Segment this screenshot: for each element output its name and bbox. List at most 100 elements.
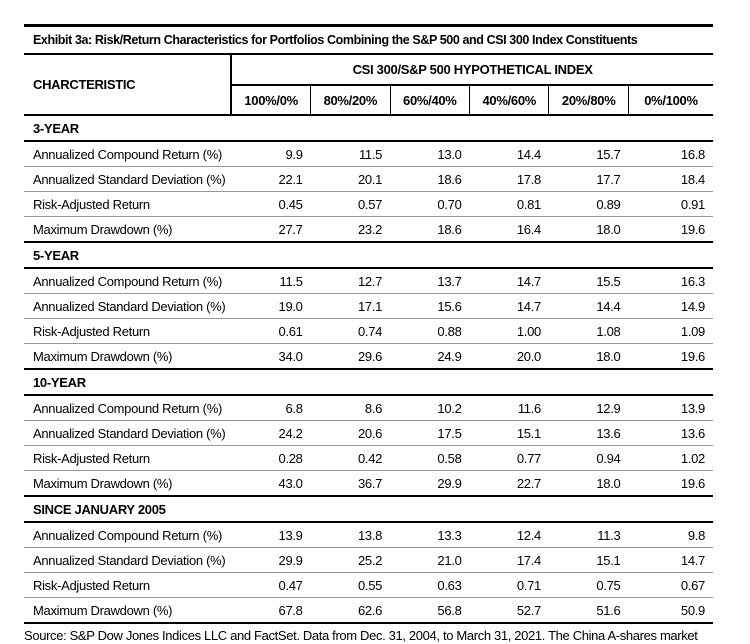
cell-value: 0.58	[390, 445, 470, 471]
cell-value: 0.42	[310, 445, 391, 471]
cell-value: 13.3	[390, 522, 470, 548]
cell-value: 17.4	[469, 547, 549, 573]
cell-value: 10.2	[390, 395, 470, 421]
cell-value: 6.8	[231, 395, 311, 421]
column-header: 60%/40%	[389, 85, 470, 116]
cell-value: 14.4	[548, 293, 629, 319]
cell-value: 1.00	[469, 318, 549, 344]
cell-value: 24.2	[231, 420, 311, 446]
cell-value: 21.0	[390, 547, 470, 573]
cell-value: 13.9	[231, 522, 311, 548]
cell-value: 14.7	[469, 268, 549, 294]
cell-value: 11.3	[548, 522, 629, 548]
table-row: Annualized Compound Return (%) 9.9 11.5 13.…	[24, 141, 713, 167]
column-header: 80%/20%	[310, 85, 391, 116]
cell-value: 18.0	[548, 216, 629, 243]
cell-value: 9.8	[628, 522, 713, 548]
cell-value: 50.9	[628, 597, 713, 624]
row-label: Maximum Drawdown (%)	[24, 216, 232, 243]
cell-value: 0.88	[390, 318, 470, 344]
cell-value: 29.9	[231, 547, 311, 573]
table-body: 3-YEAR Annualized Compound Return (%) 9.9 1…	[24, 114, 713, 624]
table-title-row: Exhibit 3a: Risk/Return Characteristics …	[24, 24, 713, 55]
cell-value: 0.70	[390, 191, 470, 217]
cell-value: 13.0	[390, 141, 470, 167]
cell-value: 0.45	[231, 191, 311, 217]
cell-value: 9.9	[231, 141, 311, 167]
column-header: 100%/0%	[230, 85, 311, 116]
cell-value: 11.5	[310, 141, 391, 167]
row-label: Annualized Compound Return (%)	[24, 268, 232, 294]
cell-value: 34.0	[231, 343, 311, 370]
cell-value: 14.7	[469, 293, 549, 319]
cell-value: 12.7	[310, 268, 391, 294]
row-label: Annualized Standard Deviation (%)	[24, 547, 232, 573]
table-row: Risk-Adjusted Return 0.47 0.55 0.63 0.71 0.75…	[24, 572, 713, 598]
table-title: Exhibit 3a: Risk/Return Characteristics …	[24, 24, 713, 55]
row-label: Annualized Standard Deviation (%)	[24, 293, 232, 319]
cell-value: 0.63	[390, 572, 470, 598]
section-header-row: 3-YEAR	[24, 114, 713, 142]
cell-value: 0.89	[548, 191, 629, 217]
section-header-row: 10-YEAR	[24, 368, 713, 396]
cell-value: 18.6	[390, 216, 470, 243]
column-header-charcteristic: CHARCTERISTIC	[33, 77, 136, 92]
cell-value: 51.6	[548, 597, 629, 624]
cell-value: 0.81	[469, 191, 549, 217]
cell-value: 52.7	[469, 597, 549, 624]
cell-value: 0.91	[628, 191, 713, 217]
cell-value: 0.71	[469, 572, 549, 598]
row-label: Risk-Adjusted Return	[24, 318, 232, 344]
cell-value: 0.61	[231, 318, 311, 344]
cell-value: 19.0	[231, 293, 311, 319]
table-row: Maximum Drawdown (%) 27.7 23.2 18.6 16.4 18.0…	[24, 216, 713, 243]
row-label: Annualized Compound Return (%)	[24, 141, 232, 167]
cell-value: 17.8	[469, 166, 549, 192]
cell-value: 15.1	[548, 547, 629, 573]
cell-value: 1.09	[628, 318, 713, 344]
cell-value: 0.94	[548, 445, 629, 471]
cell-value: 18.0	[548, 343, 629, 370]
cell-value: 11.5	[231, 268, 311, 294]
cell-value: 14.4	[469, 141, 549, 167]
table-row: Maximum Drawdown (%) 34.0 29.6 24.9 20.0 18.0…	[24, 343, 713, 370]
cell-value: 20.1	[310, 166, 391, 192]
row-label: Risk-Adjusted Return	[24, 445, 232, 471]
cell-value: 56.8	[390, 597, 470, 624]
cell-value: 20.0	[469, 343, 549, 370]
table-row: Annualized Standard Deviation (%) 24.2 20.…	[24, 420, 713, 446]
cell-value: 0.74	[310, 318, 391, 344]
cell-value: 17.1	[310, 293, 391, 319]
section-label: SINCE JANUARY 2005	[24, 495, 713, 523]
row-label: Maximum Drawdown (%)	[24, 470, 232, 497]
cell-value: 1.08	[548, 318, 629, 344]
cell-value: 13.7	[390, 268, 470, 294]
row-label: Risk-Adjusted Return	[24, 572, 232, 598]
cell-value: 13.9	[628, 395, 713, 421]
cell-value: 19.6	[628, 470, 713, 497]
cell-value: 17.7	[548, 166, 629, 192]
cell-value: 0.67	[628, 572, 713, 598]
table-row: Maximum Drawdown (%) 67.8 62.6 56.8 52.7 51.6…	[24, 597, 713, 624]
cell-value: 23.2	[310, 216, 391, 243]
section-header-row: 5-YEAR	[24, 241, 713, 269]
cell-value: 8.6	[310, 395, 391, 421]
cell-value: 14.9	[628, 293, 713, 319]
cell-value: 0.75	[548, 572, 629, 598]
cell-value: 13.8	[310, 522, 391, 548]
cell-value: 16.8	[628, 141, 713, 167]
cell-value: 15.7	[548, 141, 629, 167]
cell-value: 19.6	[628, 343, 713, 370]
row-label: Maximum Drawdown (%)	[24, 343, 232, 370]
group-header-row: CHARCTERISTIC CSI 300/S&P 500 HYPOTHETIC…	[24, 54, 713, 92]
table-row: Risk-Adjusted Return 0.28 0.42 0.58 0.77 0.94…	[24, 445, 713, 471]
cell-value: 25.2	[310, 547, 391, 573]
cell-value: 0.55	[310, 572, 391, 598]
cell-value: 62.6	[310, 597, 391, 624]
cell-value: 15.6	[390, 293, 470, 319]
cell-value: 20.6	[310, 420, 391, 446]
table-row: Annualized Standard Deviation (%) 19.0 17.…	[24, 293, 713, 319]
cell-value: 0.28	[231, 445, 311, 471]
column-header: 20%/80%	[548, 85, 629, 116]
